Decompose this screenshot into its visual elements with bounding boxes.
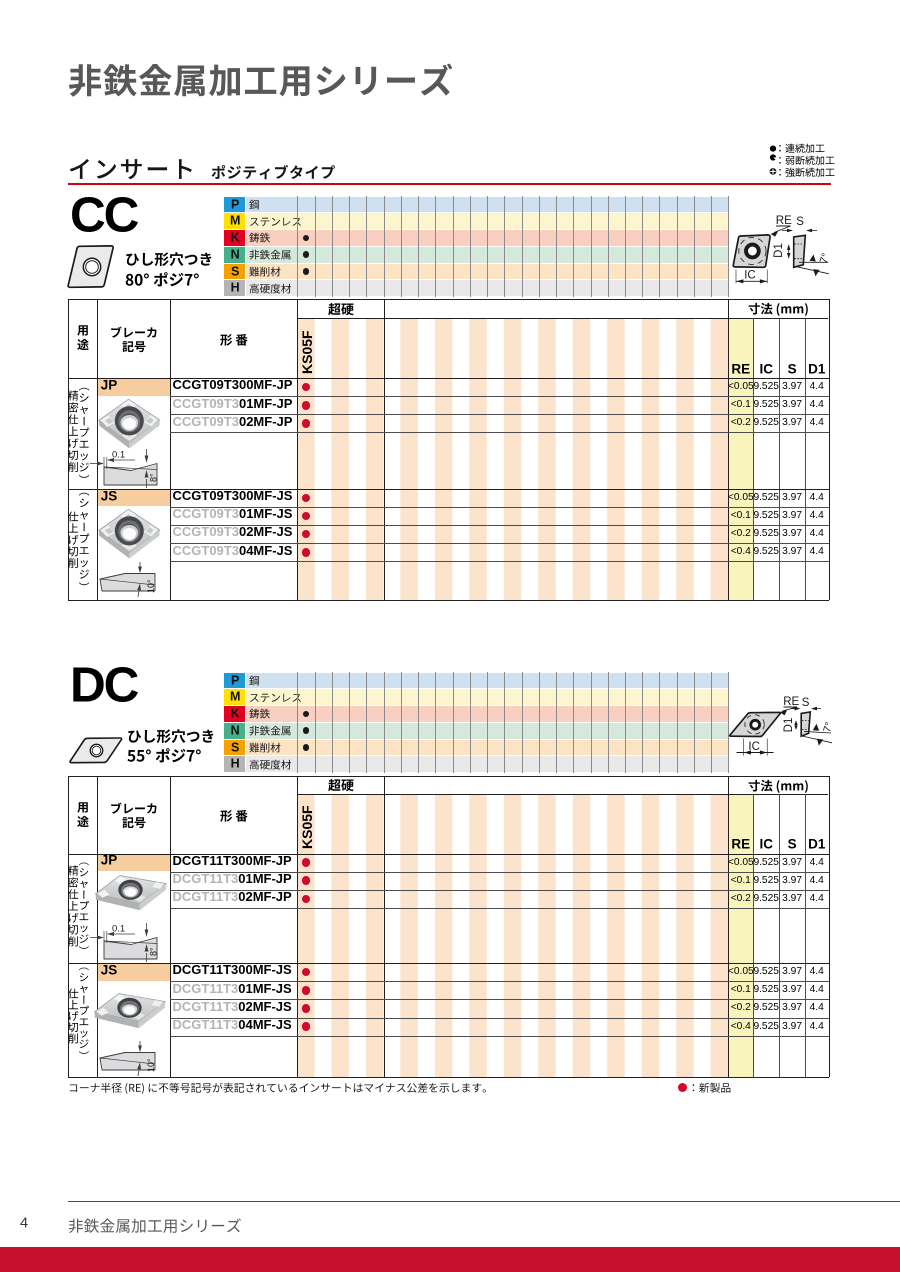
svg-text:7°: 7° — [821, 721, 835, 734]
svg-text:IC: IC — [744, 270, 756, 282]
svg-text:IC: IC — [748, 741, 760, 753]
svg-text:RE: RE — [776, 215, 792, 227]
svg-text:S: S — [796, 216, 804, 228]
svg-text:8°: 8° — [149, 473, 159, 482]
svg-text:10°: 10° — [146, 1058, 156, 1072]
svg-text:RE: RE — [783, 696, 799, 708]
svg-text:7°: 7° — [818, 252, 832, 265]
svg-text:D1: D1 — [773, 243, 785, 258]
svg-text:0.1: 0.1 — [112, 924, 125, 935]
svg-text:10°: 10° — [146, 579, 156, 593]
svg-text:D1: D1 — [783, 718, 795, 733]
svg-text:S: S — [802, 697, 810, 709]
svg-text:0.1: 0.1 — [112, 450, 125, 461]
svg-text:8°: 8° — [149, 947, 159, 956]
